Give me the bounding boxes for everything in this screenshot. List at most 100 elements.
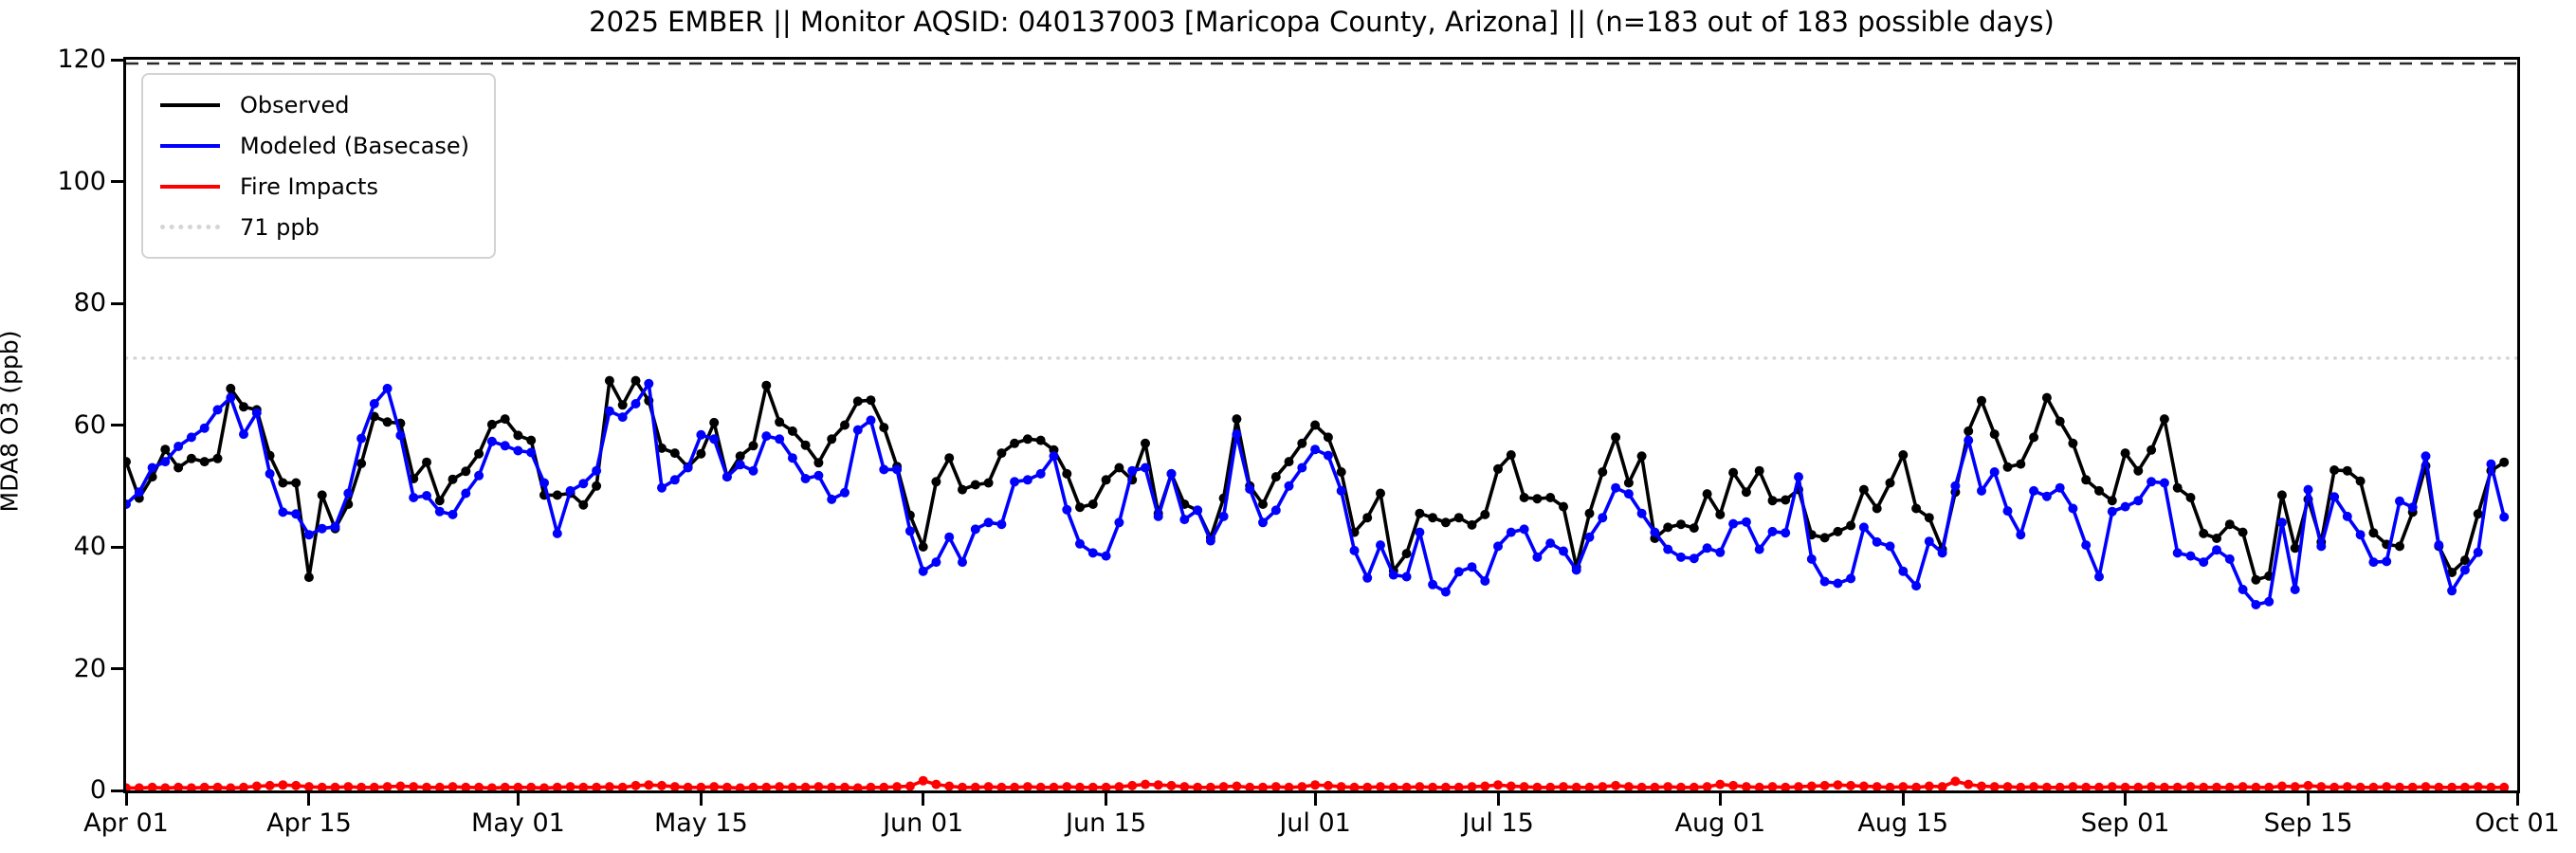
series-fire-impacts-marker: [1728, 780, 1739, 790]
series-modeled-basecase-marker: [2029, 485, 2039, 496]
series-observed-marker: [1532, 494, 1543, 504]
series-modeled-basecase-marker: [1270, 505, 1281, 516]
series-fire-impacts-marker: [813, 782, 824, 790]
series-fire-impacts-marker: [1650, 782, 1660, 790]
series-modeled-basecase-marker: [2486, 459, 2496, 469]
series-observed-marker: [2459, 555, 2470, 566]
series-modeled-basecase-marker: [852, 425, 863, 435]
plot-area: Observed Modeled (Basecase) Fire Impacts…: [123, 57, 2520, 793]
series-fire-impacts-marker: [1193, 782, 1203, 790]
series-modeled-basecase-marker: [2212, 545, 2221, 555]
series-fire-impacts-marker: [1794, 782, 1803, 790]
series-observed-marker: [1833, 526, 1843, 536]
series-observed-marker: [2355, 476, 2366, 486]
series-modeled-basecase-marker: [539, 478, 549, 488]
series-modeled-basecase-marker: [630, 399, 641, 408]
series-observed-marker: [958, 484, 967, 495]
series-fire-impacts-marker: [1571, 782, 1581, 790]
chart-title: 2025 EMBER || Monitor AQSID: 040137003 […: [589, 6, 2055, 38]
series-fire-impacts-marker: [1937, 782, 1947, 790]
series-fire-impacts-marker: [617, 782, 628, 790]
legend-item-fire: Fire Impacts: [160, 166, 469, 207]
series-fire-impacts-marker: [513, 782, 523, 790]
y-tick-mark: [111, 545, 123, 549]
series-observed-marker: [1297, 438, 1307, 448]
series-fire-impacts-marker: [1245, 782, 1255, 790]
series-fire-impacts-marker: [722, 782, 732, 790]
series-observed-marker: [852, 396, 863, 407]
series-modeled-basecase-marker: [1480, 576, 1490, 586]
series-fire-impacts-marker: [199, 782, 210, 790]
series-fire-impacts-marker: [1493, 780, 1503, 790]
series-fire-impacts: [126, 775, 2510, 790]
series-modeled-basecase-marker: [1205, 535, 1215, 546]
series-observed-marker: [735, 451, 745, 462]
series-modeled-basecase-marker: [866, 415, 876, 426]
series-fire-impacts-marker: [2094, 782, 2104, 790]
series-fire-impacts-marker: [1545, 782, 1556, 790]
series-modeled-basecase-marker: [1872, 536, 1882, 547]
y-tick-mark: [111, 667, 123, 670]
series-fire-impacts-marker: [2276, 781, 2287, 790]
series-fire-impacts-marker: [1270, 782, 1281, 790]
series-modeled-basecase-marker: [291, 509, 301, 519]
series-modeled-basecase-marker: [840, 487, 850, 498]
series-observed-marker: [174, 463, 184, 473]
series-modeled-basecase-marker: [2421, 451, 2431, 462]
series-fire-impacts-marker: [1258, 782, 1268, 790]
series-fire-impacts-marker: [970, 782, 980, 790]
series-fire-impacts-marker: [2395, 782, 2404, 790]
series-fire-impacts-marker: [500, 782, 510, 790]
series-fire-impacts-marker: [683, 782, 693, 790]
series-modeled-basecase-marker: [1166, 468, 1177, 479]
series-modeled-basecase-marker: [1193, 505, 1203, 516]
series-observed-marker: [1428, 513, 1438, 523]
series-modeled-basecase-marker: [1232, 429, 1242, 440]
series-modeled-basecase-marker: [1062, 504, 1072, 515]
series-fire-impacts-marker: [1911, 782, 1922, 790]
series-observed-marker: [748, 441, 758, 451]
series-fire-impacts-marker: [840, 782, 850, 790]
series-observed-marker: [1846, 520, 1856, 531]
series-modeled-basecase-marker: [1819, 576, 1830, 587]
series-modeled-basecase-marker: [2459, 565, 2470, 575]
series-modeled-basecase-marker: [2329, 492, 2340, 502]
x-tick-label: Aug 01: [1674, 808, 1766, 838]
series-modeled-basecase-marker: [1754, 544, 1764, 554]
series-fire-impacts-marker: [382, 782, 393, 790]
series-modeled-basecase-marker: [1114, 517, 1124, 528]
series-observed-marker: [2172, 482, 2183, 493]
series-modeled-basecase-marker: [1950, 481, 1961, 491]
series-fire-impacts-marker: [1715, 779, 1726, 789]
series-observed-marker: [1715, 509, 1726, 519]
series-observed-marker: [486, 419, 497, 429]
series-fire-impacts-marker: [1950, 776, 1961, 787]
series-modeled-basecase-marker: [343, 488, 354, 499]
series-fire-impacts-marker: [1153, 780, 1163, 790]
series-observed-marker: [2368, 528, 2379, 538]
series-modeled-basecase-marker: [657, 482, 667, 493]
x-tick-label: Jul 01: [1279, 808, 1351, 838]
series-modeled-basecase-marker: [1636, 508, 1647, 518]
series-modeled-basecase-marker: [813, 470, 824, 481]
series-fire-impacts-marker: [2459, 782, 2470, 790]
series-fire-impacts-marker: [2199, 782, 2209, 790]
series-observed-marker: [1506, 450, 1516, 460]
series-fire-impacts-marker: [2473, 782, 2483, 790]
series-observed-marker: [1623, 478, 1634, 488]
series-observed-marker: [1767, 496, 1778, 506]
x-tick-mark: [516, 793, 520, 806]
series-fire-impacts-marker: [1453, 782, 1464, 790]
series-observed-marker: [2041, 392, 2052, 403]
series-modeled-basecase-marker: [1650, 527, 1660, 537]
x-tick-mark: [2124, 793, 2128, 806]
series-fire-impacts-marker: [592, 782, 602, 790]
series-fire-impacts-marker: [422, 782, 431, 790]
series-observed-marker: [1584, 508, 1595, 518]
series-modeled-basecase-marker: [1964, 435, 1974, 445]
series-observed-marker: [1885, 478, 1895, 488]
series-modeled-basecase-marker: [1663, 544, 1673, 554]
series-fire-impacts-marker: [1754, 782, 1764, 790]
series-fire-impacts-marker: [212, 782, 223, 790]
series-modeled-basecase-marker: [2368, 557, 2379, 568]
